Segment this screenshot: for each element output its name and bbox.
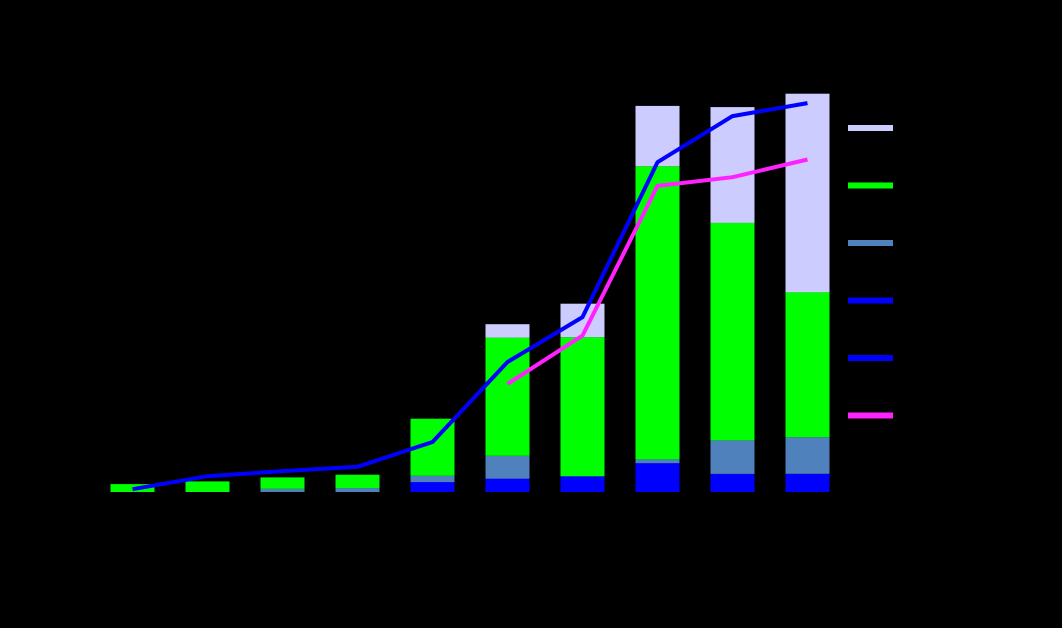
bar-segment <box>710 440 755 474</box>
bar-segment <box>485 324 530 338</box>
bar-segment <box>635 105 680 167</box>
bar-segment <box>485 478 530 492</box>
bar-segment <box>785 292 830 438</box>
bar-segment <box>410 475 455 483</box>
bar-segment <box>560 337 605 477</box>
bar-layer <box>110 93 830 492</box>
bar-segment <box>635 463 680 492</box>
bar-segment <box>410 482 455 492</box>
bar-segment <box>710 473 755 492</box>
bar-segment <box>635 166 680 460</box>
bar-segment <box>785 93 830 293</box>
legend <box>848 125 893 419</box>
bar-segment <box>485 455 530 479</box>
bar-segment <box>785 437 830 474</box>
line-layer <box>132 101 808 492</box>
bar-segment <box>260 477 305 489</box>
bar-segment <box>485 337 530 456</box>
bar-segment <box>635 459 680 464</box>
bar-segment <box>335 488 380 492</box>
line-series <box>132 101 808 492</box>
bar-segment <box>560 476 605 492</box>
bar-segment <box>335 474 380 489</box>
bar-segment <box>260 488 305 492</box>
bar-segment <box>785 473 830 492</box>
bar-segment <box>185 481 230 492</box>
bar-segment <box>710 222 755 441</box>
line-series <box>506 157 808 386</box>
